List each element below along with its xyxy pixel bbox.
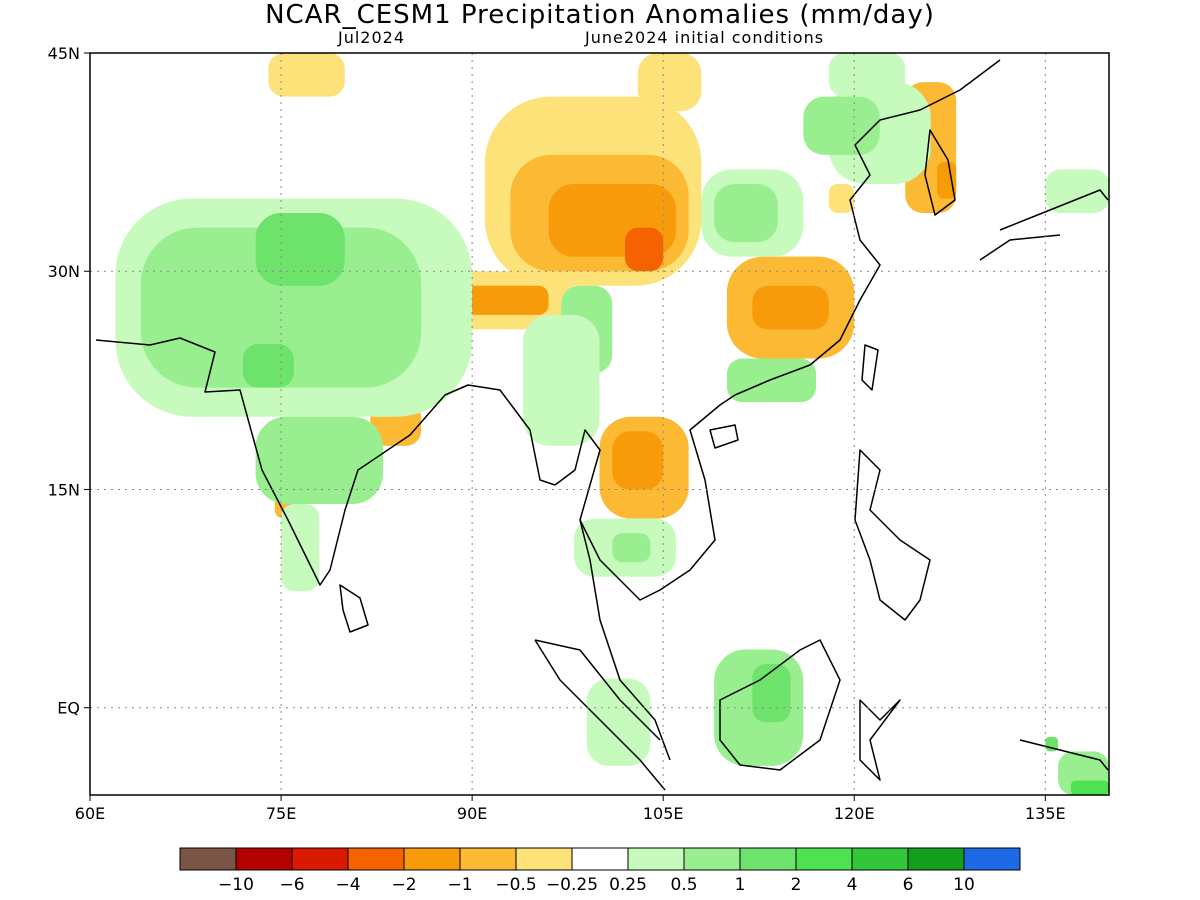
anomaly-region — [726, 358, 817, 403]
colorbar-swatch — [683, 847, 741, 871]
colorbar-swatch — [515, 847, 573, 871]
anomaly-region — [255, 213, 345, 286]
colorbar-swatch — [291, 847, 349, 871]
anomaly-region — [612, 533, 651, 563]
colorbar-swatch — [795, 847, 853, 871]
lon-tick-label: 135E — [1025, 804, 1066, 823]
anomaly-region — [752, 285, 829, 330]
colorbar-swatch — [347, 847, 405, 871]
anomaly-region — [140, 227, 422, 388]
colorbar-swatch — [963, 847, 1021, 871]
coastline-taiwan — [861, 344, 879, 391]
colorbar-label: −6 — [279, 875, 304, 895]
map-frame — [89, 52, 1110, 796]
colorbar-label: 0.5 — [670, 875, 697, 895]
colorbar-label: −0.5 — [495, 875, 536, 895]
anomaly-region — [255, 416, 383, 505]
coastline-indochina — [554, 59, 1001, 601]
map-title: NCAR_CESM1 Precipitation Anomalies (mm/d… — [265, 0, 935, 30]
coastline-new-guinea — [1019, 739, 1109, 771]
colorbar-label: −10 — [218, 875, 254, 895]
colorbar-label: 2 — [791, 875, 802, 895]
lat-tick-label: 15N — [48, 480, 80, 499]
coastline-korea-japan — [924, 129, 1109, 261]
anomaly-region — [828, 183, 855, 214]
colorbar-label: 10 — [953, 875, 975, 895]
colorbar-label: 6 — [903, 875, 914, 895]
coastline-sri-lanka — [339, 584, 369, 633]
anomaly-region — [828, 53, 906, 97]
colorbar-swatch — [739, 847, 797, 871]
lat-tick-label: 45N — [48, 44, 80, 63]
colorbar-swatch — [851, 847, 909, 871]
colorbar-label: −4 — [335, 875, 360, 895]
anomaly-region — [523, 314, 600, 446]
colorbar-label: 0.25 — [609, 875, 647, 895]
anomaly-region — [624, 227, 664, 272]
anomaly-region — [268, 53, 345, 97]
colorbar-swatch — [627, 847, 685, 871]
colorbar-label: 4 — [847, 875, 858, 895]
axis-tick-labels: 45N 30N 15N EQ 60E 75E 90E 105E 120E 135E — [48, 44, 1066, 823]
anomaly-region — [637, 53, 702, 112]
colorbar-label: −2 — [391, 875, 416, 895]
coastline-borneo — [719, 639, 841, 771]
coastline-sulawesi — [859, 699, 901, 781]
anomaly-region — [1070, 780, 1109, 795]
lon-tick-label: 105E — [643, 804, 684, 823]
lat-tick-label: EQ — [57, 699, 80, 718]
colorbar-swatch — [179, 847, 237, 871]
initial-conditions-label: June2024 initial conditions — [585, 28, 825, 47]
colorbar-label: 1 — [735, 875, 746, 895]
lon-tick-label: 75E — [266, 804, 296, 823]
coastline-hainan — [709, 424, 739, 449]
lon-tick-label: 60E — [75, 804, 105, 823]
forecast-month: Jul2024 — [338, 28, 406, 47]
coastline-sumatra — [534, 639, 666, 791]
anomaly-region — [586, 678, 651, 766]
lat-tick-label: 30N — [48, 262, 80, 281]
colorbar-swatch — [907, 847, 965, 871]
colorbar-swatch — [459, 847, 517, 871]
anomaly-region — [242, 343, 294, 388]
colorbar-swatch — [403, 847, 461, 871]
anomaly-region — [752, 664, 791, 723]
anomaly-region — [612, 431, 664, 490]
colorbar-label: −0.25 — [546, 875, 598, 895]
anomaly-region — [714, 183, 778, 243]
anomaly-region — [1045, 169, 1109, 214]
coastline-philippines — [854, 449, 931, 621]
colorbar-label: −1 — [447, 875, 472, 895]
colorbar-swatch — [571, 847, 629, 871]
coastline-malay-peninsula — [579, 519, 671, 761]
gridlines — [90, 53, 1109, 795]
anomaly-region — [937, 162, 957, 199]
lon-tick-label: 120E — [834, 804, 875, 823]
anomaly-fill-layer — [115, 53, 1109, 795]
colorbar-swatch — [235, 847, 293, 871]
colorbar: −10 −6 −4 −2 −1 −0.5 −0.25 0.25 0.5 1 2 4 6 10 — [179, 847, 1021, 895]
coastline-layer — [95, 59, 1109, 791]
coastline-india — [95, 337, 556, 586]
lon-tick-label: 90E — [457, 804, 487, 823]
anomaly-region — [803, 96, 880, 155]
